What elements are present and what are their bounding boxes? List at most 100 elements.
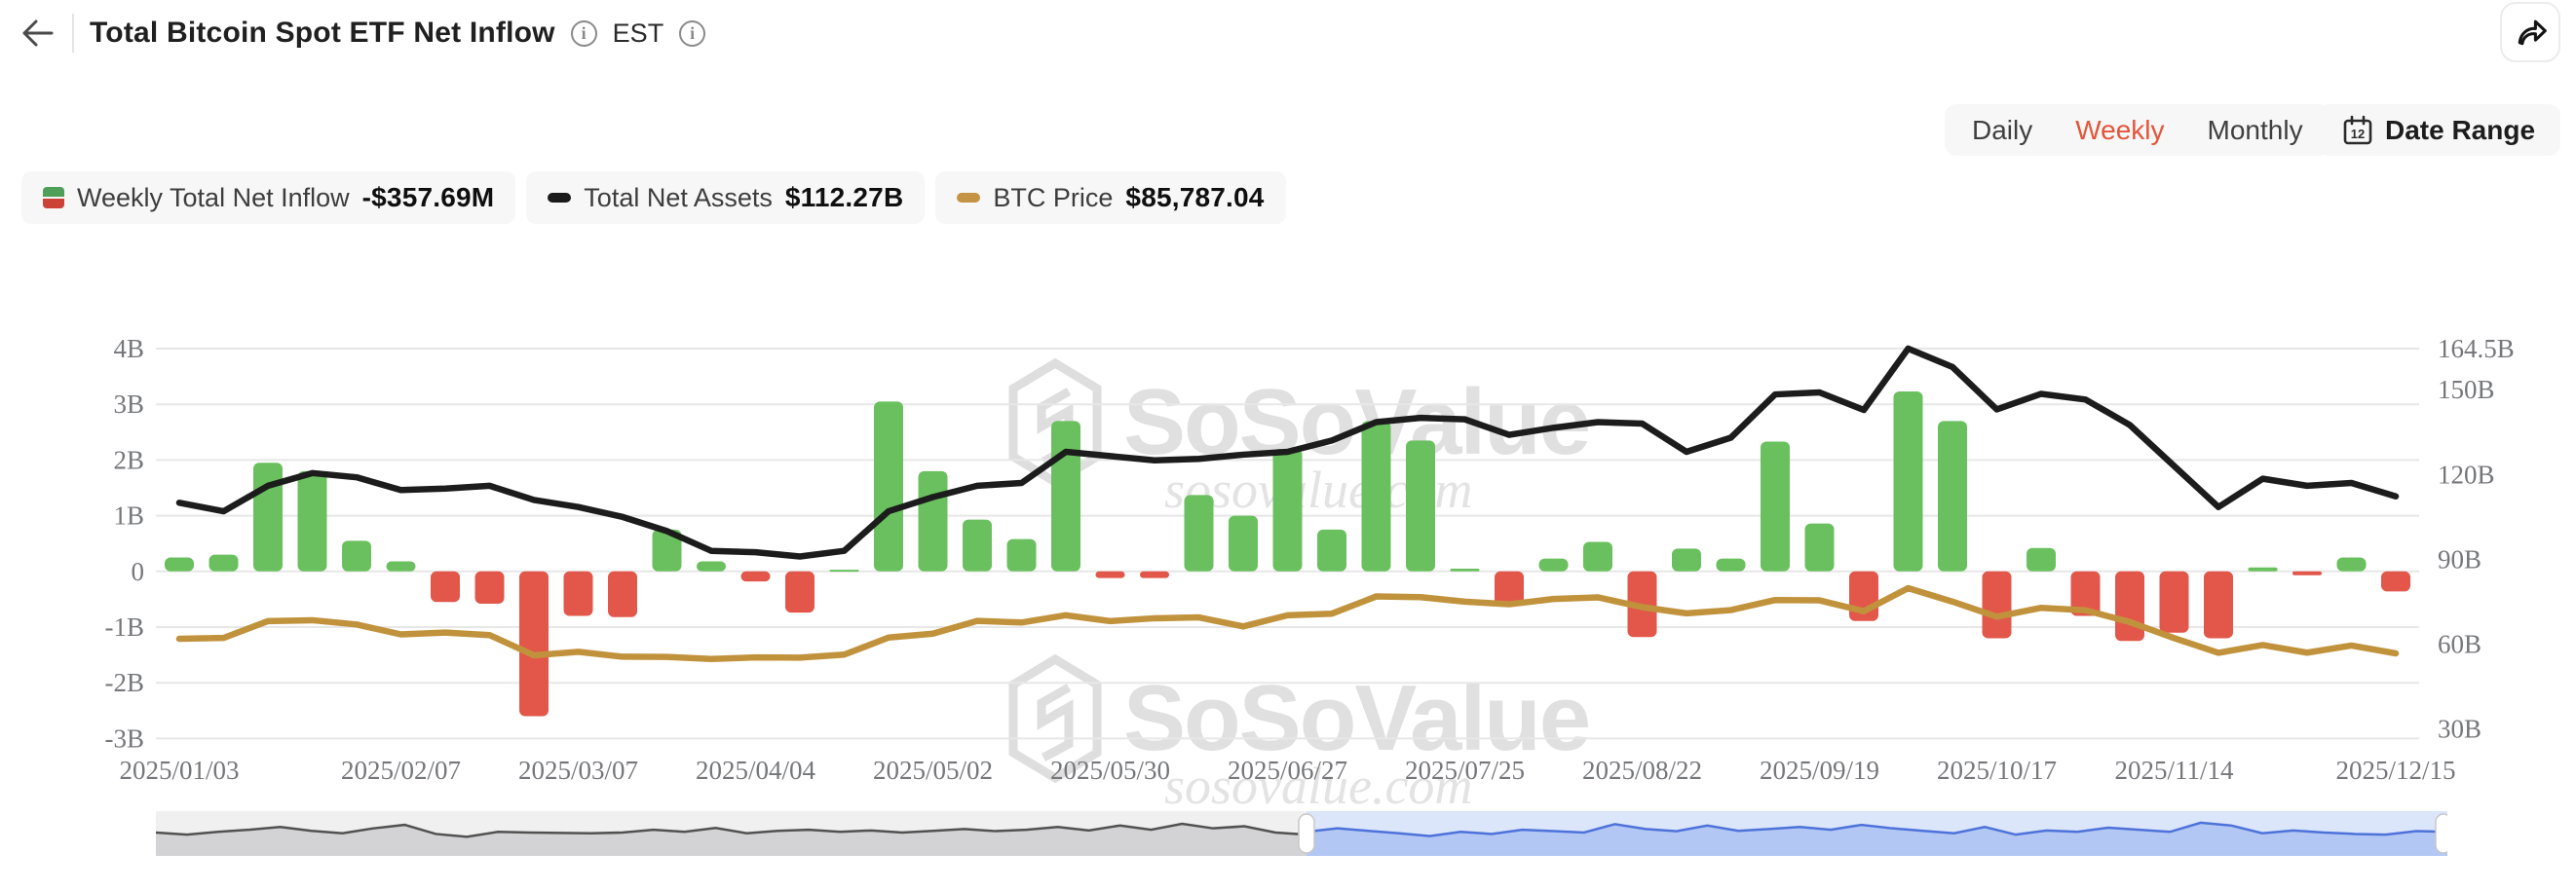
page-title: Total Bitcoin Spot ETF Net Inflow [90,17,555,49]
inflow-bar[interactable] [2027,547,2056,572]
left-axis-tick: 0 [132,557,145,586]
right-axis-tick: 164.5B [2438,334,2515,363]
left-axis-tick: -2B [105,668,145,697]
chart-legend: Weekly Total Net Inflow -$357.69M Total … [21,171,1286,224]
header: Total Bitcoin Spot ETF Net Inflow i EST … [18,8,706,58]
inflow-bar[interactable] [2115,571,2144,642]
left-axis-tick: -1B [105,612,145,642]
inflow-bar[interactable] [1450,568,1480,572]
inflow-bar[interactable] [2292,571,2322,575]
inflow-bar[interactable] [474,571,505,604]
legend-item-net-inflow[interactable]: Weekly Total Net Inflow -$357.69M [21,171,516,224]
inflow-bar[interactable] [1538,558,1569,572]
inflow-bars-layer[interactable] [165,391,2410,717]
inflow-bar[interactable] [2381,571,2410,592]
minimap-unselected-area [156,824,1307,856]
inflow-bar[interactable] [519,571,549,717]
inflow-bar[interactable] [1006,538,1037,572]
minimap-range-selector[interactable] [156,811,2447,856]
inflow-bar[interactable] [2070,571,2101,616]
right-axis-tick: 30B [2438,715,2481,744]
inflow-bar[interactable] [165,557,194,572]
left-axis-tick: 1B [113,501,144,531]
x-axis-tick: 2025/03/07 [518,756,638,785]
brush-handle-left[interactable] [1298,813,1315,854]
inflow-bar[interactable] [1406,440,1435,572]
inflow-bar[interactable] [652,529,682,572]
inflow-bar[interactable] [1672,548,1701,572]
inflow-bar[interactable] [342,540,371,572]
x-axis-tick: 2025/12/15 [2335,756,2455,785]
legend-value: $112.27B [784,182,904,212]
x-axis-tick: 2025/06/27 [1228,756,1347,785]
right-axis-tick: 90B [2438,544,2481,574]
period-toggle-group: Daily Weekly Monthly [1945,104,2330,156]
inflow-bar[interactable] [874,401,903,572]
tab-monthly[interactable]: Monthly [2207,114,2303,145]
share-arrow-icon [2518,19,2547,46]
inflow-bar[interactable] [2248,567,2278,572]
inflow-bar[interactable] [208,554,239,572]
inflow-bar[interactable] [2159,571,2189,633]
x-axis-labels: 2025/01/03 2025/02/07 2025/03/07 2025/04/04… [119,756,2455,785]
x-axis-tick: 2025/04/04 [696,756,816,785]
inflow-bar[interactable] [963,519,992,572]
inflow-bar[interactable] [1761,441,1790,572]
inflow-bar[interactable] [1938,421,1967,572]
inflow-bar[interactable] [1495,571,1524,606]
info-circle-icon[interactable]: i [570,19,597,47]
inflow-bar[interactable] [608,571,637,617]
inflow-bar[interactable] [1804,523,1835,572]
header-divider [72,14,74,53]
inflow-bar[interactable] [563,571,593,616]
back-button[interactable] [18,14,57,53]
inflow-bar[interactable] [740,571,771,582]
x-axis-tick: 2025/05/02 [873,756,993,785]
inflow-bar[interactable] [1361,421,1391,572]
legend-item-btc-price[interactable]: BTC Price $85,787.04 [935,171,1286,224]
left-axis-tick: -3B [105,723,145,753]
share-button[interactable] [2500,2,2560,62]
date-range-button[interactable]: 12 Date Range [2317,104,2560,156]
right-axis-tick: 120B [2438,460,2495,489]
inflow-bar[interactable] [785,571,814,613]
inflow-bar[interactable] [1184,495,1214,572]
timezone-label: EST [612,18,664,48]
inflow-bar[interactable] [1140,571,1169,578]
inflow-bar[interactable] [253,463,283,572]
x-axis-tick: 2025/10/17 [1937,756,2057,785]
legend-label: Total Net Assets [584,182,773,212]
inflow-bar[interactable] [829,570,859,573]
controls-row: Daily Weekly Monthly 12 Date Range [0,104,2576,156]
inflow-bar[interactable] [1716,558,1746,572]
inflow-bar[interactable] [1272,448,1303,572]
x-axis-tick: 2025/09/19 [1760,756,1879,785]
tab-daily[interactable]: Daily [1972,114,2033,145]
brush-handle-right[interactable] [2435,813,2447,854]
minimap-selected-line [1306,821,2447,837]
inflow-bar[interactable] [1982,571,2012,639]
inflow-bar[interactable] [1317,529,1346,572]
inflow-bar[interactable] [1095,571,1125,578]
calendar-12-icon: 12 [2343,115,2372,144]
arrow-left-icon [22,19,54,47]
inflow-bar[interactable] [386,561,416,572]
inflow-bar[interactable] [297,470,327,572]
inflow-bar[interactable] [1583,541,1612,572]
legend-label: Weekly Total Net Inflow [77,182,350,212]
inflow-bar[interactable] [697,561,726,572]
info-circle-icon[interactable]: i [679,19,706,47]
legend-item-net-assets[interactable]: Total Net Assets $112.27B [526,171,926,224]
inflow-bar[interactable] [431,571,460,603]
tab-weekly[interactable]: Weekly [2075,114,2165,145]
gold-dash-swatch-icon [957,193,981,203]
left-axis-tick: 2B [113,445,144,474]
inflow-bar[interactable] [1229,515,1258,572]
inflow-bar[interactable] [1893,391,1923,572]
inflow-bar[interactable] [918,470,948,572]
inflow-bar[interactable] [2204,571,2233,639]
inflow-bar[interactable] [2336,557,2367,572]
x-axis-tick: 2025/01/03 [119,756,239,785]
x-axis-tick: 2025/05/30 [1050,756,1170,785]
inflow-bar[interactable] [1051,421,1080,572]
